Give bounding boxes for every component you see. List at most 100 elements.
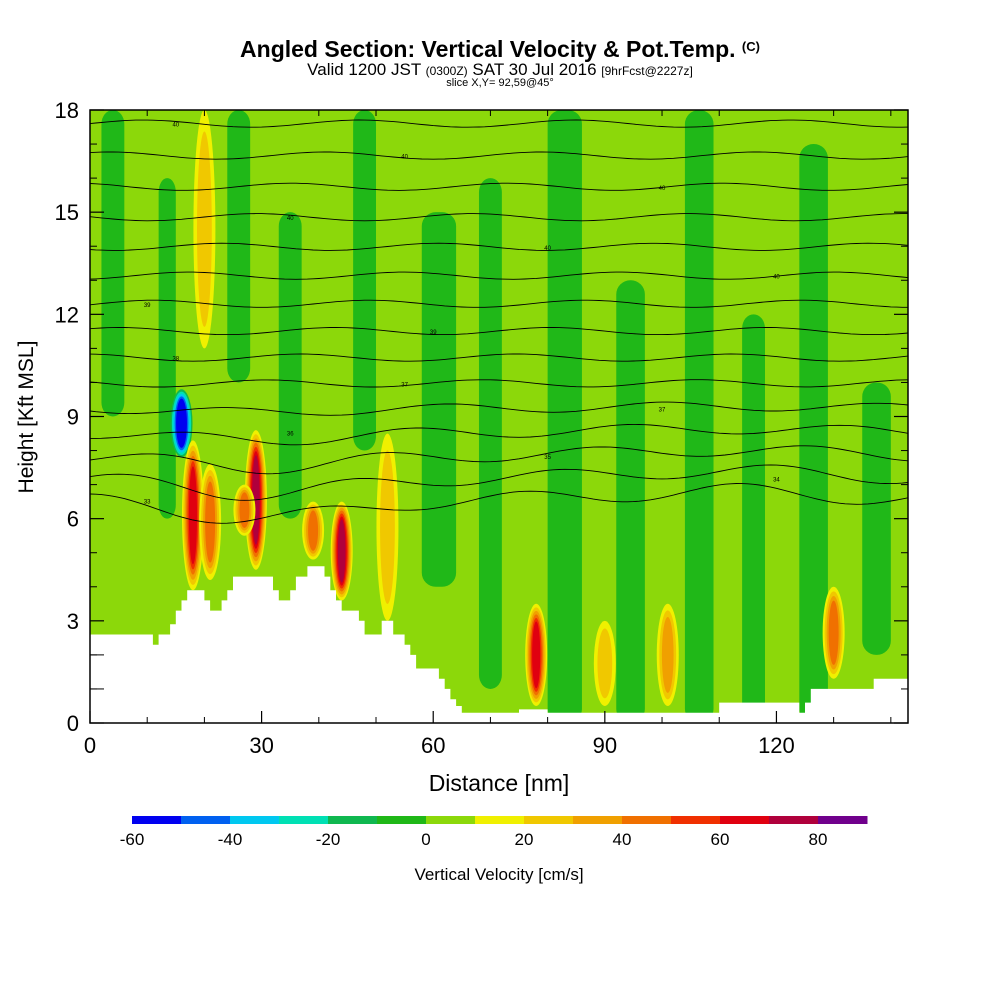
isentrope-line bbox=[90, 119, 908, 128]
isentrope-line bbox=[90, 464, 908, 501]
colorbar-tick-label: -40 bbox=[218, 830, 243, 849]
velocity-core bbox=[177, 401, 186, 446]
chart-title-text: Angled Section: Vertical Velocity & Pot.… bbox=[240, 36, 736, 62]
isentrope-label: 40 bbox=[544, 246, 551, 252]
isentrope-line bbox=[90, 299, 908, 308]
colorbar-swatch bbox=[377, 816, 427, 824]
isentrope-line bbox=[90, 401, 908, 416]
isentrope-line bbox=[90, 242, 908, 251]
sinking-streak bbox=[227, 110, 251, 383]
isentrope-label: 37 bbox=[401, 382, 408, 388]
sinking-streak bbox=[478, 178, 502, 689]
sinking-streak bbox=[547, 110, 582, 723]
colorbar-tick-label: -20 bbox=[316, 830, 341, 849]
colorbar-swatch bbox=[328, 816, 378, 824]
isentrope-label: 33 bbox=[144, 499, 151, 505]
colorbar-tick-label: 0 bbox=[421, 830, 430, 849]
isentrope-line bbox=[90, 423, 908, 446]
isentrope-label: 34 bbox=[773, 478, 780, 484]
isentrope-label: 38 bbox=[172, 357, 179, 363]
colorbar-tick-label: 20 bbox=[515, 830, 534, 849]
colorbar-swatch bbox=[181, 816, 231, 824]
forecast-info: [9hrFcst@2227z] bbox=[601, 64, 693, 78]
y-tick-label: 6 bbox=[67, 507, 79, 532]
isentrope-line bbox=[90, 151, 908, 160]
colorbar-swatch bbox=[279, 816, 329, 824]
isentrope-line bbox=[90, 271, 908, 280]
isentrope-line bbox=[90, 213, 908, 222]
sinking-streak bbox=[742, 314, 765, 723]
sinking-streak bbox=[862, 382, 891, 655]
isentrope-label: 40 bbox=[659, 186, 666, 192]
sinking-streak bbox=[353, 110, 377, 451]
y-tick-label: 15 bbox=[55, 200, 79, 225]
sinking-streak bbox=[158, 178, 176, 519]
isentrope-label: 36 bbox=[287, 432, 294, 438]
colorbar-swatch bbox=[132, 816, 182, 824]
terrain-fill bbox=[90, 566, 908, 723]
chart-title: Angled Section: Vertical Velocity & Pot.… bbox=[0, 36, 1000, 63]
x-tick-label: 120 bbox=[758, 733, 795, 758]
colorbar-swatch bbox=[622, 816, 672, 824]
velocity-core bbox=[239, 492, 250, 529]
sinking-streak bbox=[101, 110, 125, 417]
velocity-core bbox=[828, 600, 839, 665]
potential-temperature-contours: 40 40 40 40 40 40 39 39 38 37 37 36 35 34 33 bbox=[90, 119, 908, 524]
sinking-streak bbox=[278, 212, 302, 519]
x-tick-label: 60 bbox=[421, 733, 445, 758]
isentrope-label: 35 bbox=[544, 455, 551, 461]
velocity-core bbox=[661, 616, 674, 693]
x-tick-label: 30 bbox=[249, 733, 273, 758]
isentrope-label: 40 bbox=[287, 216, 294, 222]
y-tick-label: 18 bbox=[55, 98, 79, 123]
colorbar-tick-label: 80 bbox=[809, 830, 828, 849]
colorbar-swatch bbox=[769, 816, 819, 824]
isentrope-label: 40 bbox=[773, 275, 780, 281]
velocity-core bbox=[188, 466, 198, 565]
velocity-core bbox=[197, 131, 212, 327]
isentrope-label: 40 bbox=[401, 155, 408, 161]
colorbar-swatch bbox=[524, 816, 574, 824]
x-tick-label: 90 bbox=[593, 733, 617, 758]
chart-title-unit: (C) bbox=[741, 39, 760, 54]
colorbar-label: Vertical Velocity [cm/s] bbox=[414, 865, 583, 884]
isentrope-line bbox=[90, 353, 908, 362]
y-tick-label: 12 bbox=[55, 302, 79, 327]
isentrope-line bbox=[90, 483, 908, 524]
colorbar-swatch bbox=[426, 816, 476, 824]
y-tick-label: 3 bbox=[67, 609, 79, 634]
x-axis-label: Distance [nm] bbox=[429, 770, 570, 796]
velocity-core bbox=[337, 519, 346, 583]
colorbar-tick-label: 60 bbox=[711, 830, 730, 849]
sinking-streak bbox=[421, 212, 457, 587]
isentrope-line bbox=[90, 445, 908, 475]
slice-info: slice X,Y= 92,59@45° bbox=[446, 77, 554, 89]
colorbar: -60 -40 -20 0 20 40 60 80 bbox=[120, 816, 868, 849]
isentrope-line bbox=[90, 327, 908, 336]
sinking-streak bbox=[684, 110, 714, 723]
x-tick-label: 0 bbox=[84, 733, 96, 758]
colorbar-swatch bbox=[671, 816, 721, 824]
sinking-streak bbox=[799, 144, 828, 723]
valid-date: SAT 30 Jul 2016 bbox=[472, 60, 597, 79]
isentrope-line bbox=[90, 379, 908, 388]
velocity-core bbox=[597, 628, 613, 699]
isentrope-label: 39 bbox=[430, 330, 437, 336]
velocity-core bbox=[532, 621, 541, 689]
isentrope-label: 40 bbox=[172, 123, 179, 129]
colorbar-tick-label: -60 bbox=[120, 830, 145, 849]
isentrope-label: 39 bbox=[144, 303, 151, 309]
colorbar-swatch bbox=[573, 816, 623, 824]
y-tick-label: 9 bbox=[67, 405, 79, 430]
colorbar-swatch bbox=[720, 816, 770, 824]
colorbar-tick-label: 40 bbox=[613, 830, 632, 849]
y-axis-label: Height [Kft MSL] bbox=[15, 341, 38, 494]
valid-time-utc: (0300Z) bbox=[425, 64, 468, 78]
colorbar-swatch bbox=[818, 816, 868, 824]
velocity-core bbox=[205, 481, 216, 563]
isentrope-line bbox=[90, 182, 908, 191]
isentrope-label: 37 bbox=[659, 407, 666, 413]
velocity-core bbox=[380, 450, 395, 604]
